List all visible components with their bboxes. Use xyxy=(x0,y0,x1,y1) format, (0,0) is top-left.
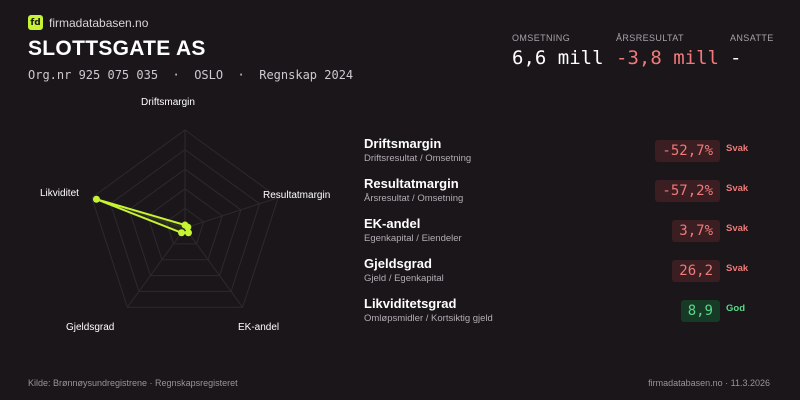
kpi-annual-result: ÅRSRESULTAT -3,8 mill xyxy=(616,33,719,69)
kpi-label: OMSETNING xyxy=(512,33,571,43)
metric-value: -52,7% xyxy=(655,140,720,162)
radar-axis-label-ek-andel: EK-andel xyxy=(238,322,279,333)
radar-grid xyxy=(91,129,279,308)
metric-subtitle: Omløpsmidler / Kortsiktig gjeld xyxy=(364,313,493,324)
radar-axis-label-resultatmargin: Resultatmargin xyxy=(263,190,330,201)
metric-rating-badge: God xyxy=(726,303,745,314)
brand-name[interactable]: firmadatabasen.no xyxy=(49,15,149,30)
kpi-value: - xyxy=(730,47,742,69)
radar-grid-ring xyxy=(91,129,279,308)
radar-axis-line xyxy=(184,197,279,229)
metric-subtitle: Gjeld / Egenkapital xyxy=(364,273,444,284)
metric-value: 26,2 xyxy=(672,260,720,282)
metric-title: Resultatmargin xyxy=(364,176,459,191)
separator: · xyxy=(172,68,180,82)
metric-gjeldsgrad: Gjeldsgrad Gjeld / Egenkapital 26,2 Svak xyxy=(364,256,764,292)
metric-title: Gjeldsgrad xyxy=(364,256,432,271)
kpi-value: -3,8 mill xyxy=(616,47,719,69)
radar-point-resultatmargin xyxy=(184,223,192,231)
metric-rating-badge: Svak xyxy=(726,183,749,194)
radar-grid-ring xyxy=(109,148,261,292)
radar-axis-label-driftsmargin: Driftsmargin xyxy=(141,97,195,108)
kpi-employees: ANSATTE - xyxy=(730,33,774,69)
radar-grid-ring xyxy=(147,188,223,261)
radar-point-likviditet xyxy=(92,195,100,203)
company-subline: Org.nr 925 075 035 · OSLO · Regnskap 202… xyxy=(28,68,353,82)
metric-subtitle: Driftsresultat / Omsetning xyxy=(364,153,472,164)
metric-title: Driftsmargin xyxy=(364,136,442,151)
metric-value: 3,7% xyxy=(672,220,720,242)
accounting-period: Regnskap 2024 xyxy=(259,68,354,82)
metric-rating-badge: Svak xyxy=(726,223,749,234)
radar-grid-ring xyxy=(128,168,242,277)
brand-logo-icon: fd xyxy=(28,15,43,30)
metric-ek-andel: EK-andel Egenkapital / Eiendeler 3,7% Sv… xyxy=(364,216,764,252)
metric-subtitle: Årsresultat / Omsetning xyxy=(364,193,464,204)
metric-driftsmargin: Driftsmargin Driftsresultat / Omsetning … xyxy=(364,136,764,172)
footer-source: Kilde: Brønnøysundregistrene · Regnskaps… xyxy=(28,378,238,388)
org-number: Org.nr 925 075 035 xyxy=(28,68,159,82)
separator: · xyxy=(237,68,245,82)
brand: fd firmadatabasen.no xyxy=(28,15,148,30)
metric-title: EK-andel xyxy=(364,216,421,231)
kpi-value: 6,6 mill xyxy=(512,47,604,69)
footer-site-date: firmadatabasen.no · 11.3.2026 xyxy=(648,378,770,388)
radar-chart: Driftsmargin Resultatmargin EK-andel Gje… xyxy=(40,97,330,333)
metric-rating-badge: Svak xyxy=(726,143,749,154)
metric-rating-badge: Svak xyxy=(726,263,749,274)
radar-point-gjeldsgrad xyxy=(178,229,186,237)
radar-axis-label-gjeldsgrad: Gjeldsgrad xyxy=(66,322,114,333)
company-name: SLOTTSGATE AS xyxy=(28,37,206,60)
radar-point-ek-andel xyxy=(184,229,192,237)
metric-subtitle: Egenkapital / Eiendeler xyxy=(364,233,462,244)
company-city: OSLO xyxy=(194,68,224,82)
kpi-revenue: OMSETNING 6,6 mill xyxy=(512,33,604,69)
metric-title: Likviditetsgrad xyxy=(364,296,457,311)
metric-resultatmargin: Resultatmargin Årsresultat / Omsetning -… xyxy=(364,176,764,212)
metric-likviditetsgrad: Likviditetsgrad Omløpsmidler / Kortsikti… xyxy=(364,296,764,332)
kpi-label: ÅRSRESULTAT xyxy=(616,33,684,43)
kpi-label: ANSATTE xyxy=(730,33,774,43)
metric-value: 8,9 xyxy=(680,300,720,322)
metric-value: -57,2% xyxy=(655,180,720,202)
radar-axis-label-likviditet: Likviditet xyxy=(40,188,79,199)
radar-axis-line xyxy=(184,227,244,308)
radar-axis-line xyxy=(126,227,186,308)
radar-points xyxy=(92,195,192,237)
